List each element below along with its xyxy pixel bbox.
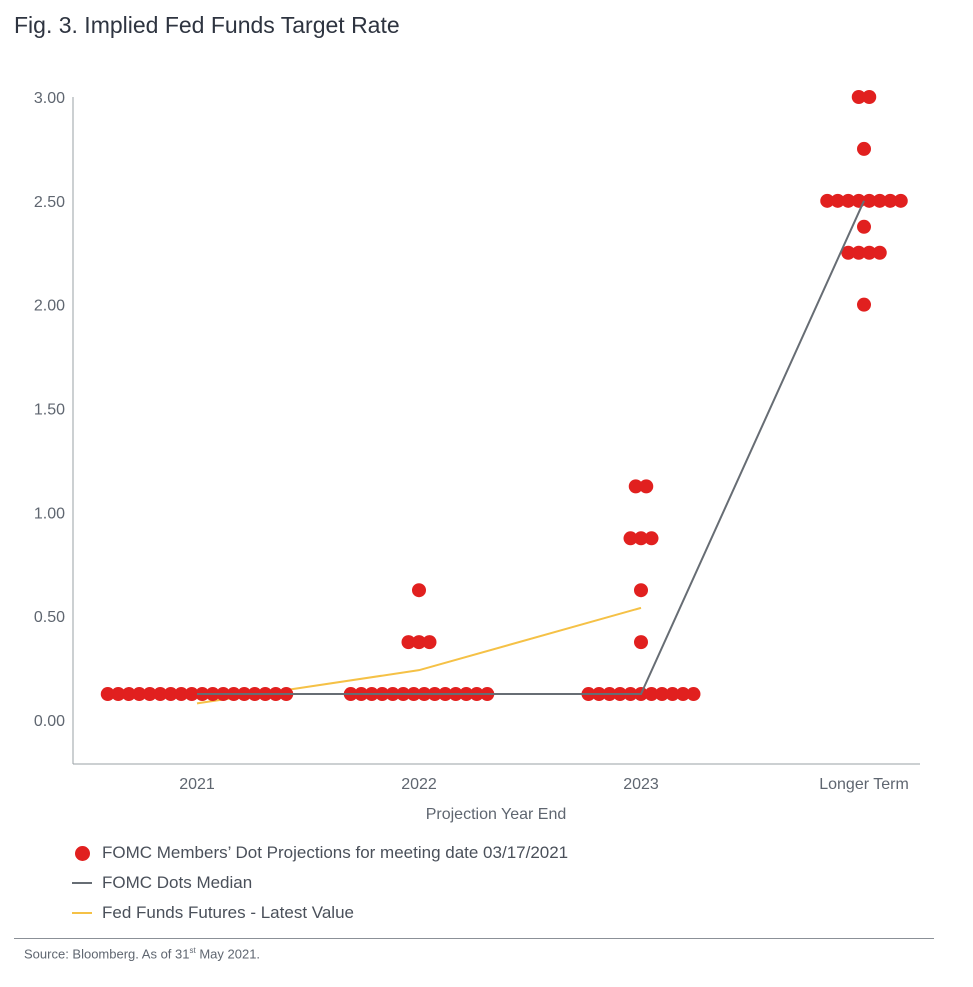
projection-dot (132, 687, 147, 702)
median-series-line (197, 200, 865, 696)
projection-dot (163, 687, 178, 702)
projection-dot (100, 687, 115, 702)
y-tick-label: 2.50 (34, 194, 65, 211)
projection-dot (883, 193, 898, 208)
projection-dot (893, 193, 908, 208)
source-ordinal-suffix: st (189, 946, 196, 955)
y-tick-label: 0.00 (34, 713, 65, 730)
projection-dot (851, 245, 866, 260)
y-tick-label: 3.00 (34, 90, 65, 107)
projection-dot (401, 635, 416, 650)
projection-dot (121, 687, 136, 702)
projection-dot (422, 635, 437, 650)
projection-dot (111, 687, 126, 702)
projection-dot (857, 297, 871, 312)
chart-title: Fig. 3. Implied Fed Funds Target Rate (14, 12, 400, 38)
source-date: May 2021. (195, 946, 261, 962)
legend-dot-swatch (70, 843, 94, 863)
dot-plot-chart: 0.00 0.50 1.00 1.50 2.00 2.50 3.00 2021 2022 2023… (34, 90, 920, 823)
projection-dot (857, 219, 871, 234)
projection-dot (644, 687, 659, 702)
projection-dot (639, 479, 654, 494)
projection-dot (623, 531, 638, 546)
x-tick-label: 2022 (401, 776, 437, 793)
legend-item-futures: Fed Funds Futures - Latest Value (70, 898, 568, 928)
legend-label-futures: Fed Funds Futures - Latest Value (102, 903, 354, 922)
projection-dot (634, 635, 648, 650)
y-tick-label: 2.00 (34, 298, 65, 315)
x-tick-label: Longer Term (819, 776, 909, 793)
projection-dot (676, 687, 690, 702)
projection-dot (412, 583, 426, 598)
projection-dot (857, 141, 871, 156)
projection-dot (872, 193, 887, 208)
y-tick-label: 0.50 (34, 609, 65, 626)
x-axis-title: Projection Year End (426, 806, 567, 823)
projection-dot (862, 193, 877, 208)
projection-dot (153, 687, 168, 702)
x-tick-label: 2021 (179, 776, 215, 793)
projection-dot (184, 687, 199, 702)
projection-dot (830, 193, 845, 208)
projection-dot (665, 687, 680, 702)
projection-dot (820, 193, 835, 208)
y-tick-label: 1.00 (34, 505, 65, 522)
chart-legend: FOMC Members’ Dot Projections for meetin… (70, 838, 568, 928)
projection-dot (142, 687, 157, 702)
projection-dot (872, 245, 887, 260)
source-text: Source: Bloomberg. As of 31 (24, 946, 190, 962)
projection-dot (686, 687, 701, 702)
y-tick-label: 1.50 (34, 402, 65, 419)
projection-dot (174, 687, 189, 702)
legend-median-swatch (70, 873, 94, 893)
legend-label-median: FOMC Dots Median (102, 873, 253, 892)
projection-dot (644, 531, 659, 546)
legend-item-dots: FOMC Members’ Dot Projections for meetin… (70, 838, 568, 868)
projection-dot (851, 90, 866, 104)
x-tick-label: 2023 (623, 776, 659, 793)
projection-dot (841, 245, 856, 260)
projection-dot (841, 193, 856, 208)
projection-dot (655, 687, 669, 702)
projection-dot (862, 245, 877, 260)
projection-dot (628, 479, 643, 494)
source-note: Source: Bloomberg. As of 31st May 2021. (24, 946, 260, 961)
legend-item-median: FOMC Dots Median (70, 868, 568, 898)
projection-dot (412, 635, 426, 650)
projection-dot (634, 531, 648, 546)
projection-dot (634, 583, 648, 598)
legend-label-dots: FOMC Members’ Dot Projections for meetin… (102, 843, 569, 862)
legend-futures-swatch (70, 903, 94, 923)
projection-dot (862, 90, 877, 104)
footer-divider (14, 938, 934, 939)
